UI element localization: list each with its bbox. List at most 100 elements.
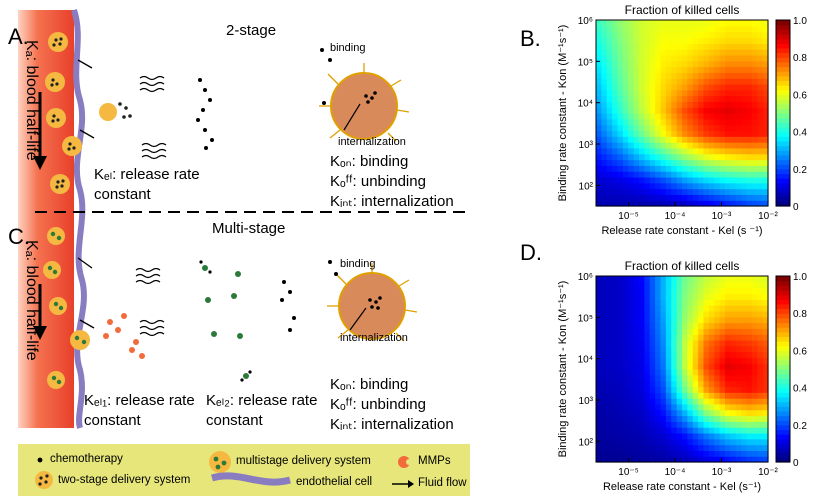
heatmap-cell — [703, 31, 710, 39]
heatmap-cell — [655, 31, 662, 39]
heatmap-cell — [617, 398, 624, 405]
heatmap-cell — [660, 310, 667, 318]
heatmap-cell — [628, 60, 635, 68]
heatmap-cell — [714, 49, 721, 56]
heatmap-cell — [612, 54, 619, 62]
heatmap-cell — [682, 20, 688, 27]
colorbar-tick-label: 0 — [793, 458, 799, 469]
heatmap-cell — [714, 54, 721, 62]
heatmap-cell — [655, 25, 662, 33]
heatmap-cell — [725, 20, 731, 27]
heatmap-cell — [682, 351, 688, 358]
heatmap-cell — [660, 89, 667, 97]
heatmap-cell — [687, 276, 694, 283]
heatmap-cell — [751, 159, 758, 166]
heatmap-cell — [708, 130, 715, 137]
heatmap-cell — [660, 322, 667, 329]
heatmap-cell — [665, 171, 672, 178]
heatmap-cell — [639, 299, 645, 306]
heatmap-cell — [655, 118, 662, 126]
heatmap-cell — [606, 60, 613, 68]
heatmap-cell — [708, 147, 715, 155]
heatmap-cell — [698, 153, 705, 161]
heatmap-cell — [719, 369, 726, 376]
heatmap-cell — [655, 427, 662, 434]
heatmap-cell — [676, 31, 683, 39]
colorbar-segment — [776, 99, 790, 105]
heatmap-cell — [606, 305, 613, 312]
heatmap-cell — [617, 66, 624, 73]
heatmap-cell — [741, 159, 748, 166]
panel-a-vessel-label: Kₐ: blood half-life — [23, 40, 40, 161]
heatmap-cell — [698, 415, 705, 422]
heatmap-cell — [644, 374, 651, 382]
heatmap-cell — [596, 194, 602, 201]
heatmap-cell — [617, 60, 624, 68]
heatmap-cell — [665, 322, 672, 329]
heatmap-cell — [751, 113, 758, 120]
heatmap-cell — [617, 403, 624, 411]
heatmap-cell — [725, 357, 731, 364]
heatmap-cell — [612, 438, 619, 446]
heatmap-cell — [606, 427, 613, 434]
heatmap-cell — [676, 310, 683, 318]
heatmap-cell — [746, 60, 753, 68]
heatmap-cell — [639, 49, 645, 56]
heatmap-cell — [639, 159, 645, 166]
heatmap-cell — [698, 339, 705, 347]
heatmap-cell — [622, 83, 629, 91]
heatmap-cell — [703, 136, 710, 143]
heatmap-cell — [676, 305, 683, 312]
heatmap-cell — [633, 281, 640, 289]
heatmap-cell — [649, 142, 656, 149]
heatmap-cell — [708, 107, 715, 114]
heatmap-cell — [606, 78, 613, 85]
heatmap-cell — [644, 182, 651, 190]
heatmap-cell — [714, 37, 721, 44]
heatmap-cell — [687, 374, 694, 382]
heatmap-cell — [655, 403, 662, 411]
heatmap-cell — [762, 118, 769, 126]
heatmap-cell — [633, 165, 640, 172]
heatmap-cell — [655, 322, 662, 329]
heatmap-cell — [692, 334, 699, 341]
colorbar-segment — [776, 429, 790, 435]
heatmap-cell — [735, 444, 742, 451]
y-tick-label: 10² — [579, 437, 594, 448]
heatmap-cell — [746, 432, 753, 440]
heatmap-cell — [644, 351, 651, 358]
colorbar-segment — [776, 38, 790, 44]
heatmap-cell — [628, 421, 635, 428]
heatmap-cell — [708, 200, 715, 207]
heatmap-cell — [612, 194, 619, 201]
heatmap-cell — [735, 281, 742, 289]
heatmap-cell — [655, 136, 662, 143]
heatmap-cell — [730, 31, 737, 39]
heatmap-cell — [628, 124, 635, 132]
heatmap-cell — [606, 188, 613, 195]
panel-c-kel1: Kₑₗ₁: release rate — [84, 392, 195, 409]
heatmap-cell — [735, 188, 742, 195]
heatmap-cell — [714, 130, 721, 137]
heatmap-cell — [665, 37, 672, 44]
heatmap-cell — [719, 182, 726, 190]
heatmap-cell — [644, 438, 651, 446]
heatmap-cell — [741, 357, 748, 364]
heatmap-cell — [741, 386, 748, 393]
heatmap-cell — [596, 438, 602, 446]
heatmap-cell — [606, 147, 613, 155]
heatmap-cell — [687, 176, 694, 184]
heatmap-cell — [612, 124, 619, 132]
heatmap-cell — [703, 456, 710, 463]
heatmap-cell — [714, 421, 721, 428]
heatmap-cell — [639, 456, 645, 463]
heatmap-cell — [596, 20, 602, 27]
colorbar-segment — [776, 420, 790, 426]
heatmap-cell — [725, 60, 731, 68]
heatmap-cell — [655, 20, 662, 27]
heatmap-cell — [751, 421, 758, 428]
colorbar-segment — [776, 369, 790, 375]
heatmap-cell — [725, 136, 731, 143]
heatmap-cell — [622, 351, 629, 358]
heatmap-cell — [719, 444, 726, 451]
